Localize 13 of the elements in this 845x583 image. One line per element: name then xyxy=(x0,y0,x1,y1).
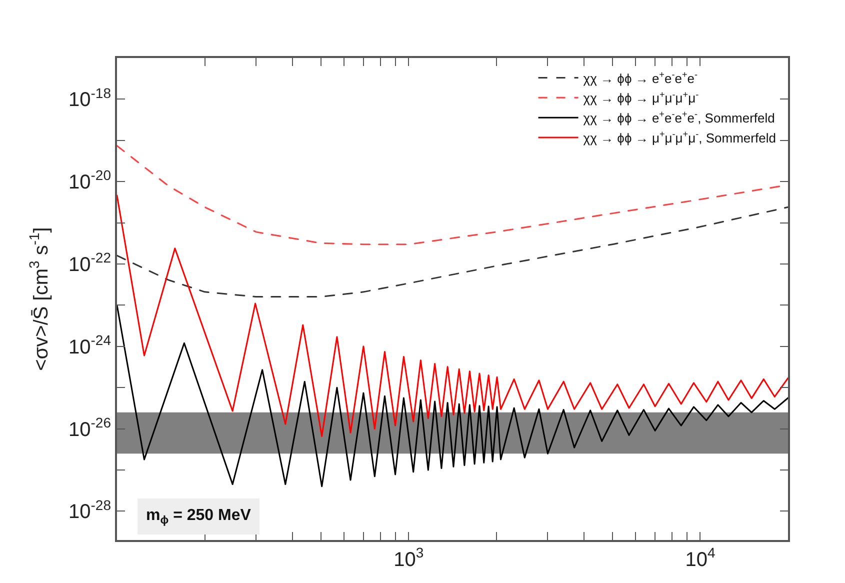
y-tick-label: 10$^{-26}$ xyxy=(68,414,112,441)
y-tick-label: 10$^{-20}$ xyxy=(68,167,112,194)
legend-label: χχ → ϕϕ → μ$^{+}$μ$^{-}$μ$^{+}$μ$^{-}$ xyxy=(583,89,699,106)
y-tick-label: 10$^{-24}$ xyxy=(68,332,112,358)
text: χχ → ϕϕ → e$^{+}$e$^{-}$e$^{+}$e$^{-}$, Sommerfeld xyxy=(583,109,775,126)
annotation: m$_{ϕ}$ = 250 MeV xyxy=(146,507,252,526)
text: χχ → ϕϕ → μ$^{+}$μ$^{-}$μ$^{+}$μ$^{-}$, Sommerfeld xyxy=(583,129,776,146)
x-tick-label: 10$^{4}$ xyxy=(685,544,716,571)
y-tick-label: 10$^{-28}$ xyxy=(68,496,112,524)
y-tick-label: 10$^{-22}$ xyxy=(68,250,112,276)
x-tick-label: 10$^{3}$ xyxy=(394,544,424,571)
legend-label: χχ → ϕϕ → e$^{+}$e$^{-}$e$^{+}$e$^{-}$ xyxy=(583,69,698,86)
y-tick-label: 10$^{-18}$ xyxy=(68,84,112,112)
